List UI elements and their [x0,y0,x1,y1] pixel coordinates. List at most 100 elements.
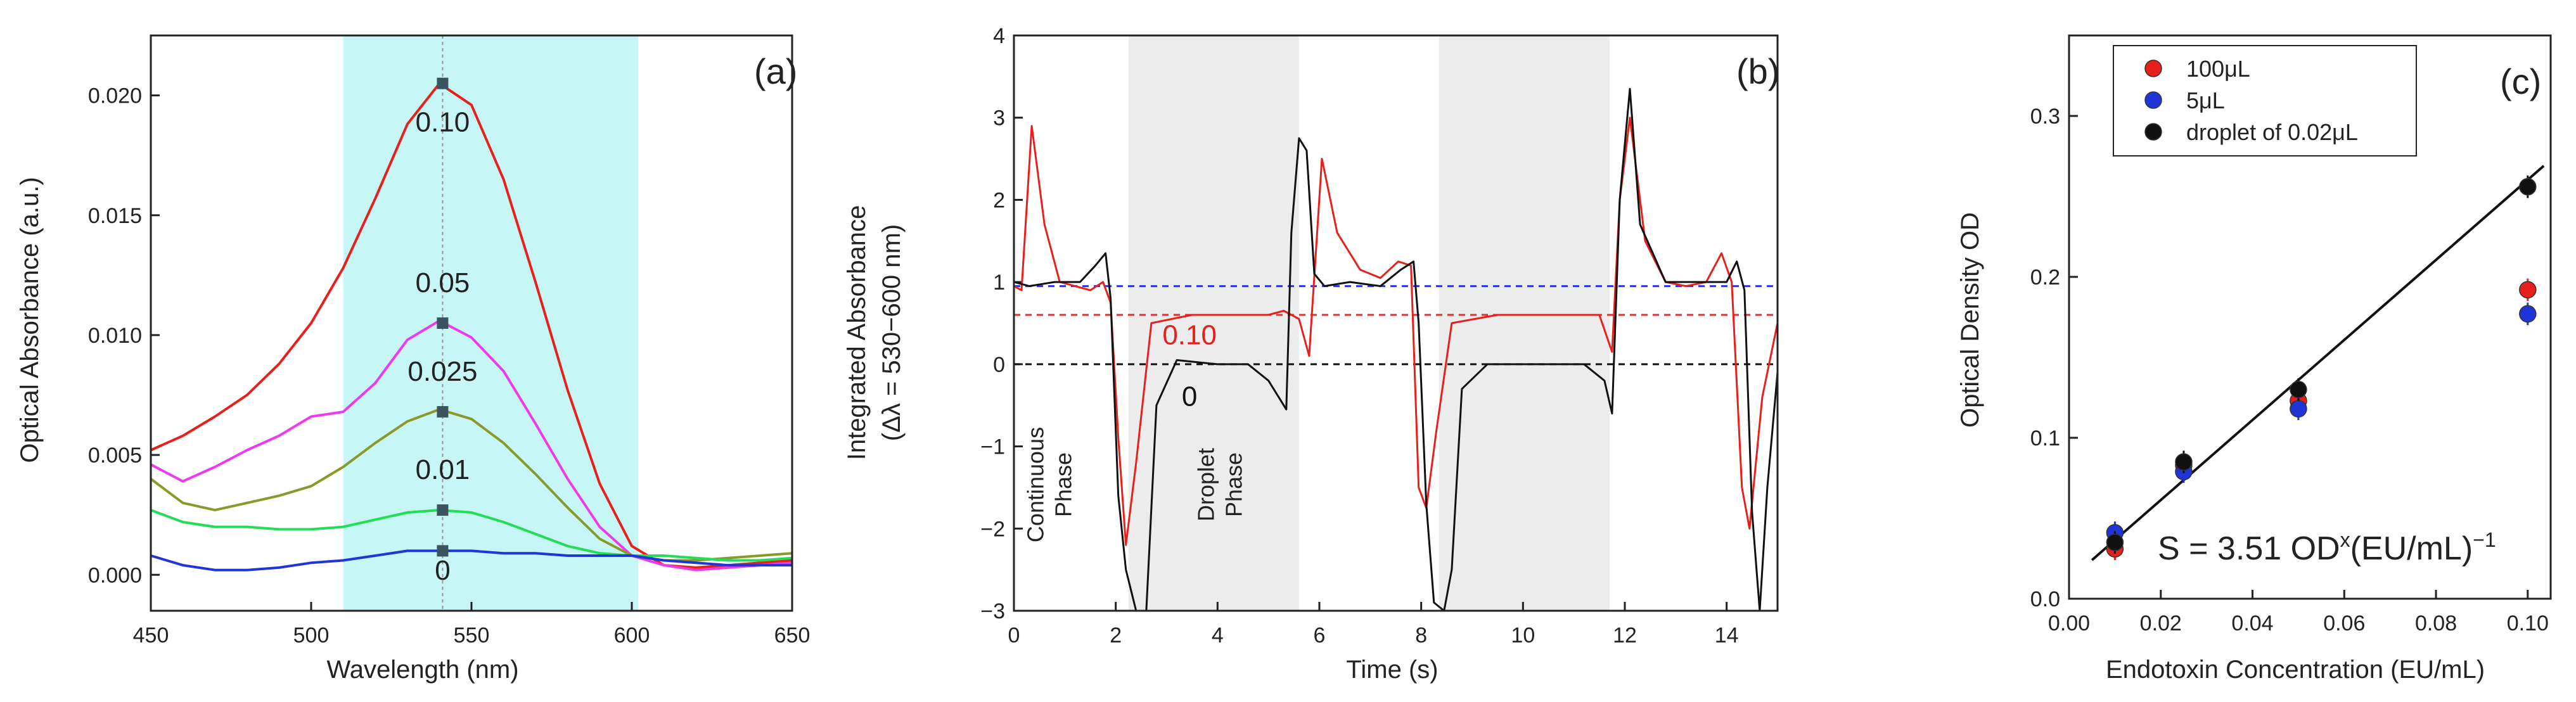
point-100μL [2519,281,2537,299]
y-tick-label: −2 [980,517,1005,541]
x-tick-label: 0.02 [2140,611,2182,635]
x-axis-label: Wavelength (nm) [326,656,518,684]
peak-markers [437,77,449,557]
y-tick-label: 0 [993,353,1005,377]
y-tick-label: 0.3 [2030,105,2060,129]
peak-marker-0.025 [437,405,449,418]
reference-lines [1014,285,1778,366]
legend-label: 5μL [2186,87,2225,113]
y-tick-label: 0.000 [88,563,142,587]
phase-bands [1128,35,1610,611]
point-droplet of 0.02μL [2290,381,2307,399]
x-tick-label: 0.08 [2415,611,2457,635]
x-axis-label: Time (s) [1346,656,1438,684]
series-labels: 0.10 0 [1162,319,1217,412]
legend-box [2113,45,2417,156]
x-tick-label: 14 [1715,623,1739,648]
panel-label: (c) [2500,61,2541,101]
x-tick-label: 0.10 [2507,611,2549,635]
series-line-0 [1013,87,1779,612]
y-axis-label-line2: (Δλ = 530−600 nm) [878,224,906,441]
fit-annotation-prefix: S = 3.51 OD [2158,530,2340,567]
panel-label: (b) [1736,51,1779,91]
y-tick-label: 3 [993,106,1005,131]
legend-label: droplet of 0.02μL [2186,119,2358,145]
y-axis-label: Optical Density OD [1956,212,1984,428]
series-line-0.025 [150,408,793,562]
data-points [2106,175,2537,561]
series-line-0.10 [1013,117,1779,546]
series-label: 0.025 [407,356,477,387]
fit-annotation-units: (EU/mL) [2350,530,2473,567]
x-tick-label: 12 [1613,623,1637,648]
x-tick-label: 2 [1110,623,1122,648]
series-group [150,82,793,571]
phase-annotation-line2: Phase [1221,452,1246,517]
fit-annotation-sup2: −1 [2473,528,2496,551]
series-label: 0 [435,555,450,586]
panel-label: (a) [754,51,797,91]
y-tick-label: −3 [980,599,1005,623]
series-labels: 0.10 0.05 0.025 0.01 0 [407,106,477,585]
plot-frame [150,34,793,612]
y-tick-label: 2 [993,188,1005,212]
fit-annotation-sup: x [2340,528,2350,551]
x-tick-label: 4 [1212,623,1224,648]
series-group [1013,87,1779,612]
y-tick-label: 0.0 [2030,587,2060,611]
phase-annotation-line1: Continuous [1022,427,1048,542]
x-tick-label: 0 [1008,623,1020,648]
peak-marker-0 [437,545,449,557]
x-tick-label: 500 [293,623,330,648]
phase-annotation-line2: Phase [1050,452,1076,517]
y-tick-label: 0.020 [88,84,142,108]
y-tick-label: 0.010 [88,324,142,348]
fit-annotation: S = 3.51 ODx(EU/mL)−1 [2158,528,2496,567]
legend-marker-5μL [2144,91,2162,109]
x-tick-label: 0.00 [2048,611,2090,635]
panel-a: 450 500 550 600 6500.0000.0050.0100.0150.020… [16,34,810,684]
peak-marker-0.10 [437,77,449,89]
legend-marker-droplet of 0.02μL [2144,123,2162,141]
y-tick-label: 1 [993,271,1005,295]
x-tick-label: 10 [1511,623,1535,648]
plot-frame [1013,34,1779,612]
series-label: 0.10 [1162,319,1217,350]
x-axis-label: Endotoxin Concentration (EU/mL) [2106,656,2485,684]
y-tick-label: 0.2 [2030,265,2060,290]
peak-marker-0.05 [437,317,449,329]
phase-band [1439,35,1610,611]
series-label: 0.10 [416,106,470,137]
axis-ticks: 0.00 0.02 0.04 0.06 0.08 0.10 0.0 0.1 0.2 0.3 [2030,105,2549,635]
x-tick-label: 0.04 [2231,611,2273,635]
x-tick-label: 0.06 [2323,611,2365,635]
legend: 100μL 5μL droplet of 0.02μL [2113,45,2417,156]
y-tick-label: 0.1 [2030,426,2060,450]
point-droplet of 0.02μL [2175,453,2193,471]
phase-annotations: Continuous Phase Droplet Phase [1022,427,1246,542]
x-tick-label: 450 [133,623,169,648]
legend-label: 100μL [2186,56,2250,82]
x-tick-label: 8 [1415,623,1427,648]
series-label: 0 [1182,381,1197,412]
plot-frame [2068,34,2552,600]
x-tick-label: 600 [614,623,650,648]
y-tick-label: 0.015 [88,204,142,228]
point-5μL [2290,400,2307,418]
panel-c: 0.00 0.02 0.04 0.06 0.08 0.10 0.0 0.1 0.2 0.3 100… [1956,34,2552,684]
series-line-0.05 [150,319,793,571]
series-label: 0.05 [416,267,470,298]
y-axis-label-line1: Integrated Absorbance [843,205,871,461]
y-axis-label: Optical Absorbance (a.u.) [16,177,44,463]
y-tick-label: −1 [980,435,1005,459]
x-tick-label: 6 [1314,623,1326,648]
series-label: 0.01 [416,454,470,485]
point-droplet of 0.02μL [2106,533,2124,551]
phase-band [1128,35,1299,611]
y-tick-label: 0.005 [88,444,142,468]
highlight-band [343,35,639,611]
